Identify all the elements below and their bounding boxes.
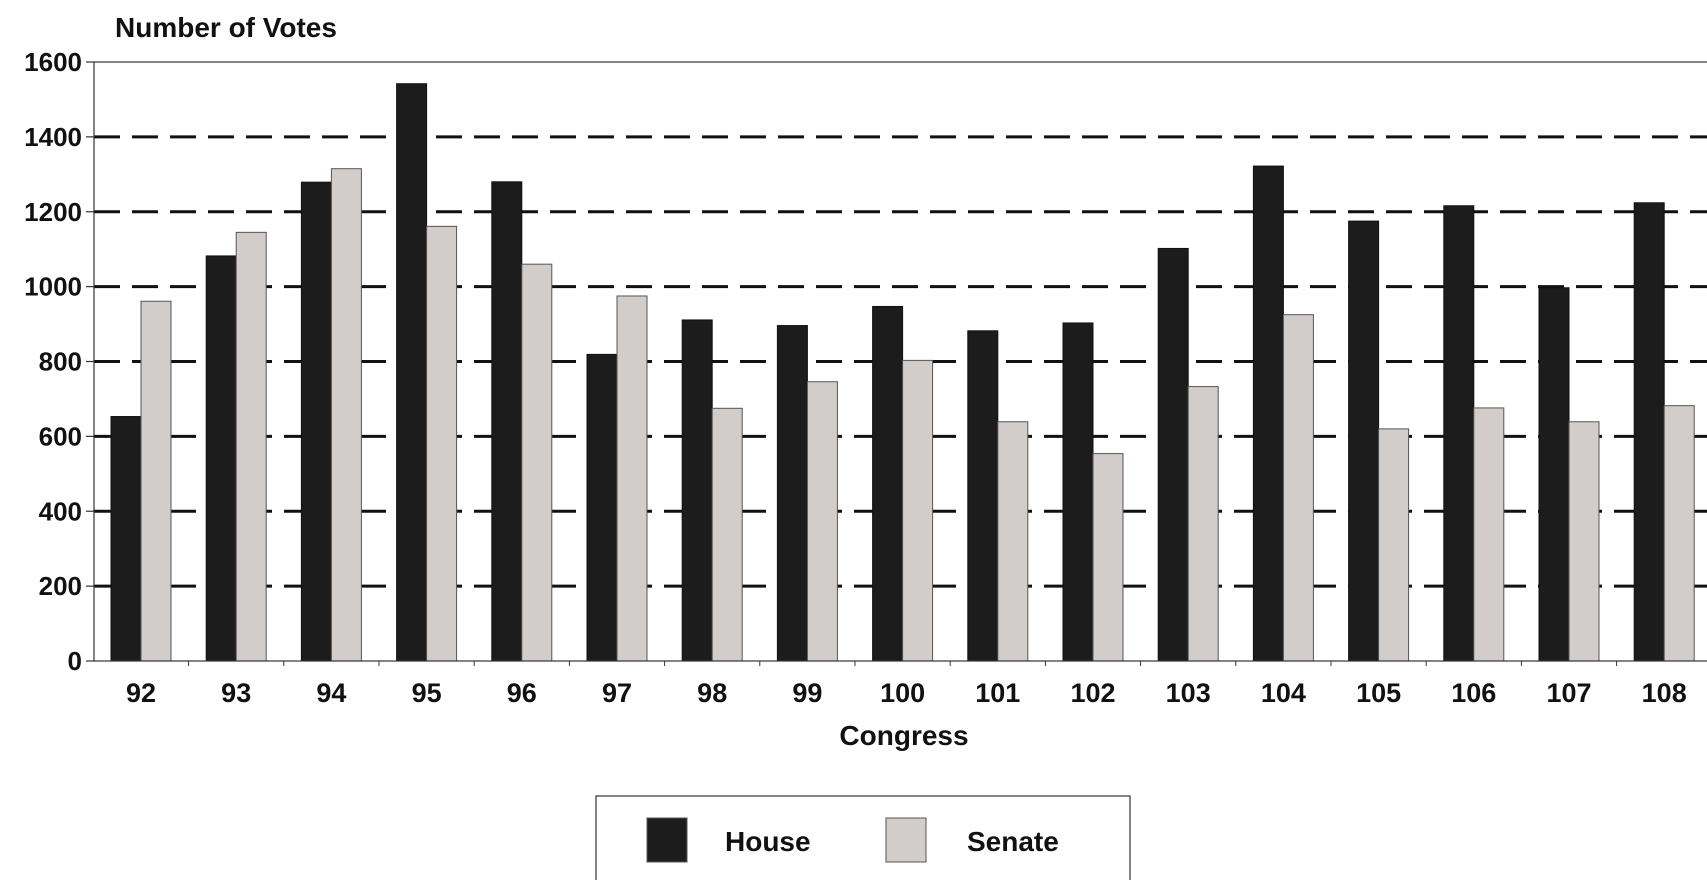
bar-senate-101 [997, 421, 1029, 662]
bar-house-95 [396, 83, 428, 662]
x-tick-label: 95 [412, 678, 442, 708]
bar-house-101 [967, 330, 999, 662]
legend-label-house: House [725, 826, 811, 857]
bar-senate-96 [521, 263, 553, 662]
y-tick-label: 1400 [24, 122, 82, 152]
bars [110, 83, 1695, 662]
bar-house-107 [1538, 287, 1570, 662]
bar-senate-106 [1473, 407, 1505, 662]
y-tick-label: 200 [39, 571, 82, 601]
x-tick-label: 96 [507, 678, 537, 708]
x-tick-label: 93 [221, 678, 251, 708]
legend-swatch-house [646, 817, 688, 863]
bar-senate-94 [330, 168, 362, 662]
x-tick-label: 105 [1356, 678, 1401, 708]
bar-senate-97 [616, 295, 648, 662]
bar-senate-108 [1663, 405, 1695, 662]
x-tick-labels: 92 93 94 95 96 97 98 99 100 101 102 103 104 105 106 107… [126, 661, 1687, 708]
bar-house-100 [872, 305, 904, 662]
x-tick-label: 98 [697, 678, 727, 708]
bar-senate-107 [1568, 421, 1600, 662]
legend-swatch-senate [885, 817, 927, 863]
bar-senate-100 [902, 359, 934, 662]
y-tick-label: 400 [39, 496, 82, 526]
y-tick-label: 0 [68, 646, 82, 676]
bar-house-99 [776, 325, 808, 662]
bar-senate-102 [1092, 453, 1124, 662]
x-tick-label: 97 [602, 678, 632, 708]
y-tick-labels: 0 200 400 600 800 1000 1200 1400 1600 [24, 47, 94, 676]
x-tick-label: 107 [1546, 678, 1591, 708]
bar-senate-105 [1378, 428, 1410, 662]
x-tick-label: 101 [975, 678, 1020, 708]
bar-senate-104 [1282, 314, 1314, 662]
bar-house-92 [110, 416, 142, 662]
bar-house-108 [1633, 202, 1665, 662]
y-axis-title: Number of Votes [115, 12, 337, 43]
bar-house-97 [586, 353, 618, 662]
bar-senate-95 [426, 225, 458, 662]
x-tick-label: 103 [1166, 678, 1211, 708]
bar-house-98 [681, 319, 713, 662]
y-tick-label: 1600 [24, 47, 82, 77]
bar-senate-92 [140, 300, 172, 662]
bar-house-94 [300, 181, 332, 662]
x-tick-label: 92 [126, 678, 156, 708]
y-tick-label: 1200 [24, 197, 82, 227]
bar-senate-98 [711, 407, 743, 662]
x-tick-label: 99 [792, 678, 822, 708]
x-axis-title: Congress [839, 720, 968, 751]
bar-house-105 [1348, 220, 1380, 662]
y-tick-label: 600 [39, 421, 82, 451]
bar-house-96 [491, 181, 523, 662]
x-tick-label: 108 [1642, 678, 1687, 708]
bar-senate-103 [1187, 386, 1219, 662]
bar-senate-99 [806, 381, 838, 662]
bar-house-106 [1443, 205, 1475, 662]
bar-house-104 [1252, 165, 1284, 662]
x-tick-label: 102 [1070, 678, 1115, 708]
bar-house-103 [1157, 247, 1189, 662]
x-tick-label: 104 [1261, 678, 1306, 708]
bar-house-93 [205, 255, 237, 662]
x-tick-label: 94 [316, 678, 346, 708]
y-tick-label: 800 [39, 347, 82, 377]
bar-senate-93 [235, 231, 267, 662]
bar-house-102 [1062, 322, 1094, 662]
legend-label-senate: Senate [967, 826, 1059, 857]
x-tick-label: 106 [1451, 678, 1496, 708]
x-tick-label: 100 [880, 678, 925, 708]
y-tick-label: 1000 [24, 272, 82, 302]
legend: House Senate [595, 795, 1131, 885]
